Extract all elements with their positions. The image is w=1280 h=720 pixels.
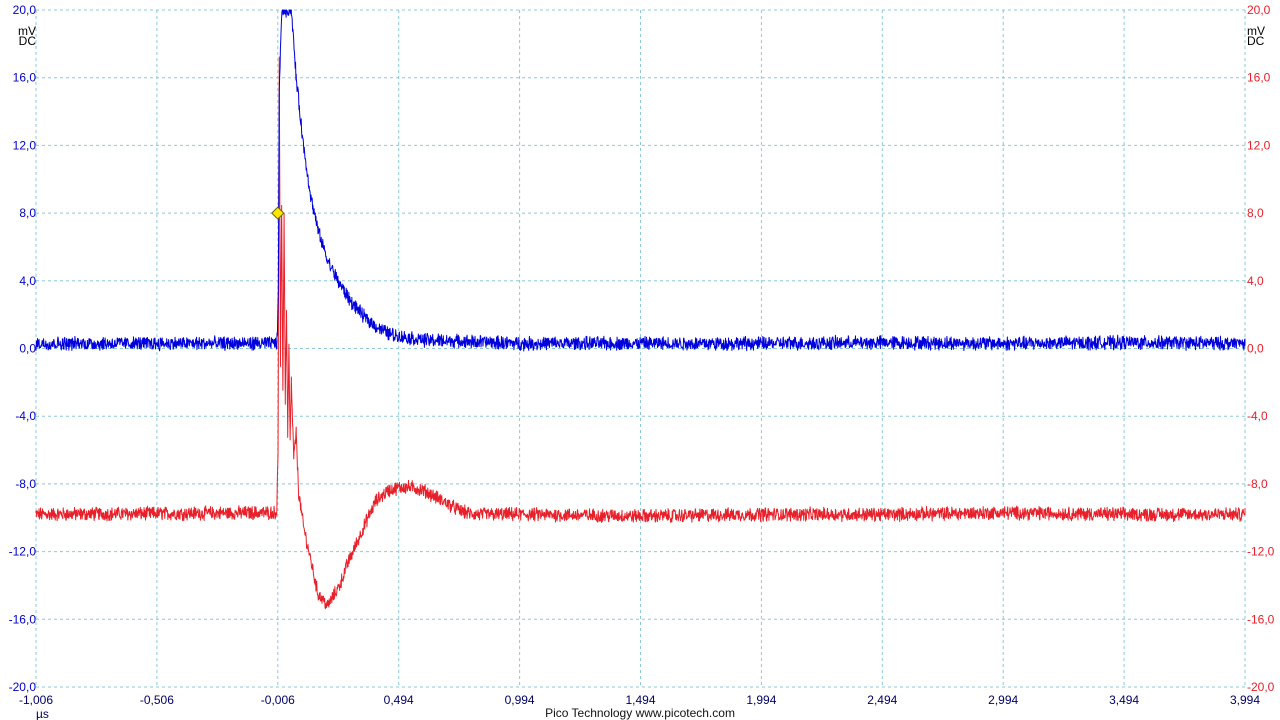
x-tick-label: 3,494 bbox=[1109, 693, 1139, 707]
left-tick-label: 4,0 bbox=[19, 274, 36, 288]
right-tick-label: -8,0 bbox=[1247, 477, 1268, 491]
grid bbox=[35, 9, 1246, 688]
x-tick-label: 0,494 bbox=[384, 693, 414, 707]
left-axis: mV DC 20,0 16,0 12,0 8,0 4,0 0,0 -4,0 -8,0 -12,0… bbox=[9, 3, 37, 694]
left-tick-label: -8,0 bbox=[15, 477, 36, 491]
left-tick-label: 12,0 bbox=[13, 138, 37, 152]
right-tick-label: -12,0 bbox=[1247, 545, 1275, 559]
right-tick-label: 4,0 bbox=[1247, 274, 1264, 288]
right-tick-label: -16,0 bbox=[1247, 612, 1275, 626]
left-tick-label: 0,0 bbox=[19, 342, 36, 356]
left-tick-label: -20,0 bbox=[9, 680, 37, 694]
blue-trace bbox=[35, 9, 1246, 352]
trigger-marker bbox=[271, 206, 285, 220]
right-tick-label: 16,0 bbox=[1247, 71, 1271, 85]
x-tick-label: -0,506 bbox=[140, 693, 174, 707]
left-axis-coupling: DC bbox=[19, 34, 37, 48]
x-tick-label: 2,494 bbox=[867, 693, 897, 707]
right-tick-label: 12,0 bbox=[1247, 138, 1271, 152]
x-axis-unit: µs bbox=[36, 707, 49, 720]
x-tick-label: -1,006 bbox=[19, 693, 53, 707]
right-tick-label: 0,0 bbox=[1247, 342, 1264, 356]
left-tick-label: 16,0 bbox=[13, 71, 37, 85]
right-axis: mV DC 20,0 16,0 12,0 8,0 4,0 0,0 -4,0 -8,0 -12,0… bbox=[1247, 3, 1275, 694]
right-axis-coupling: DC bbox=[1247, 34, 1265, 48]
right-tick-label: -4,0 bbox=[1247, 409, 1268, 423]
right-tick-label: -20,0 bbox=[1247, 680, 1275, 694]
left-tick-label: 20,0 bbox=[13, 3, 37, 17]
footer-brand: Pico Technology www.picotech.com bbox=[545, 706, 735, 720]
right-axis-unit: mV bbox=[1247, 24, 1265, 38]
x-axis: µs -1,006 -0,506 -0,006 0,494 0,994 1,494 1,99… bbox=[19, 693, 1260, 720]
left-tick-label: -4,0 bbox=[15, 409, 36, 423]
left-tick-label: -16,0 bbox=[9, 612, 37, 626]
x-tick-label: 1,994 bbox=[746, 693, 776, 707]
x-tick-label: 3,994 bbox=[1230, 693, 1260, 707]
red-trace bbox=[35, 56, 1246, 610]
left-axis-unit: mV bbox=[18, 24, 36, 38]
left-tick-label: 8,0 bbox=[19, 206, 36, 220]
x-tick-label: -0,006 bbox=[261, 693, 295, 707]
right-tick-label: 8,0 bbox=[1247, 206, 1264, 220]
x-tick-label: 0,994 bbox=[505, 693, 535, 707]
x-tick-label: 2,994 bbox=[988, 693, 1018, 707]
x-tick-label: 1,494 bbox=[625, 693, 655, 707]
trigger-layer bbox=[271, 206, 285, 220]
right-tick-label: 20,0 bbox=[1247, 3, 1271, 17]
left-tick-label: -12,0 bbox=[9, 545, 37, 559]
traces bbox=[35, 9, 1246, 610]
